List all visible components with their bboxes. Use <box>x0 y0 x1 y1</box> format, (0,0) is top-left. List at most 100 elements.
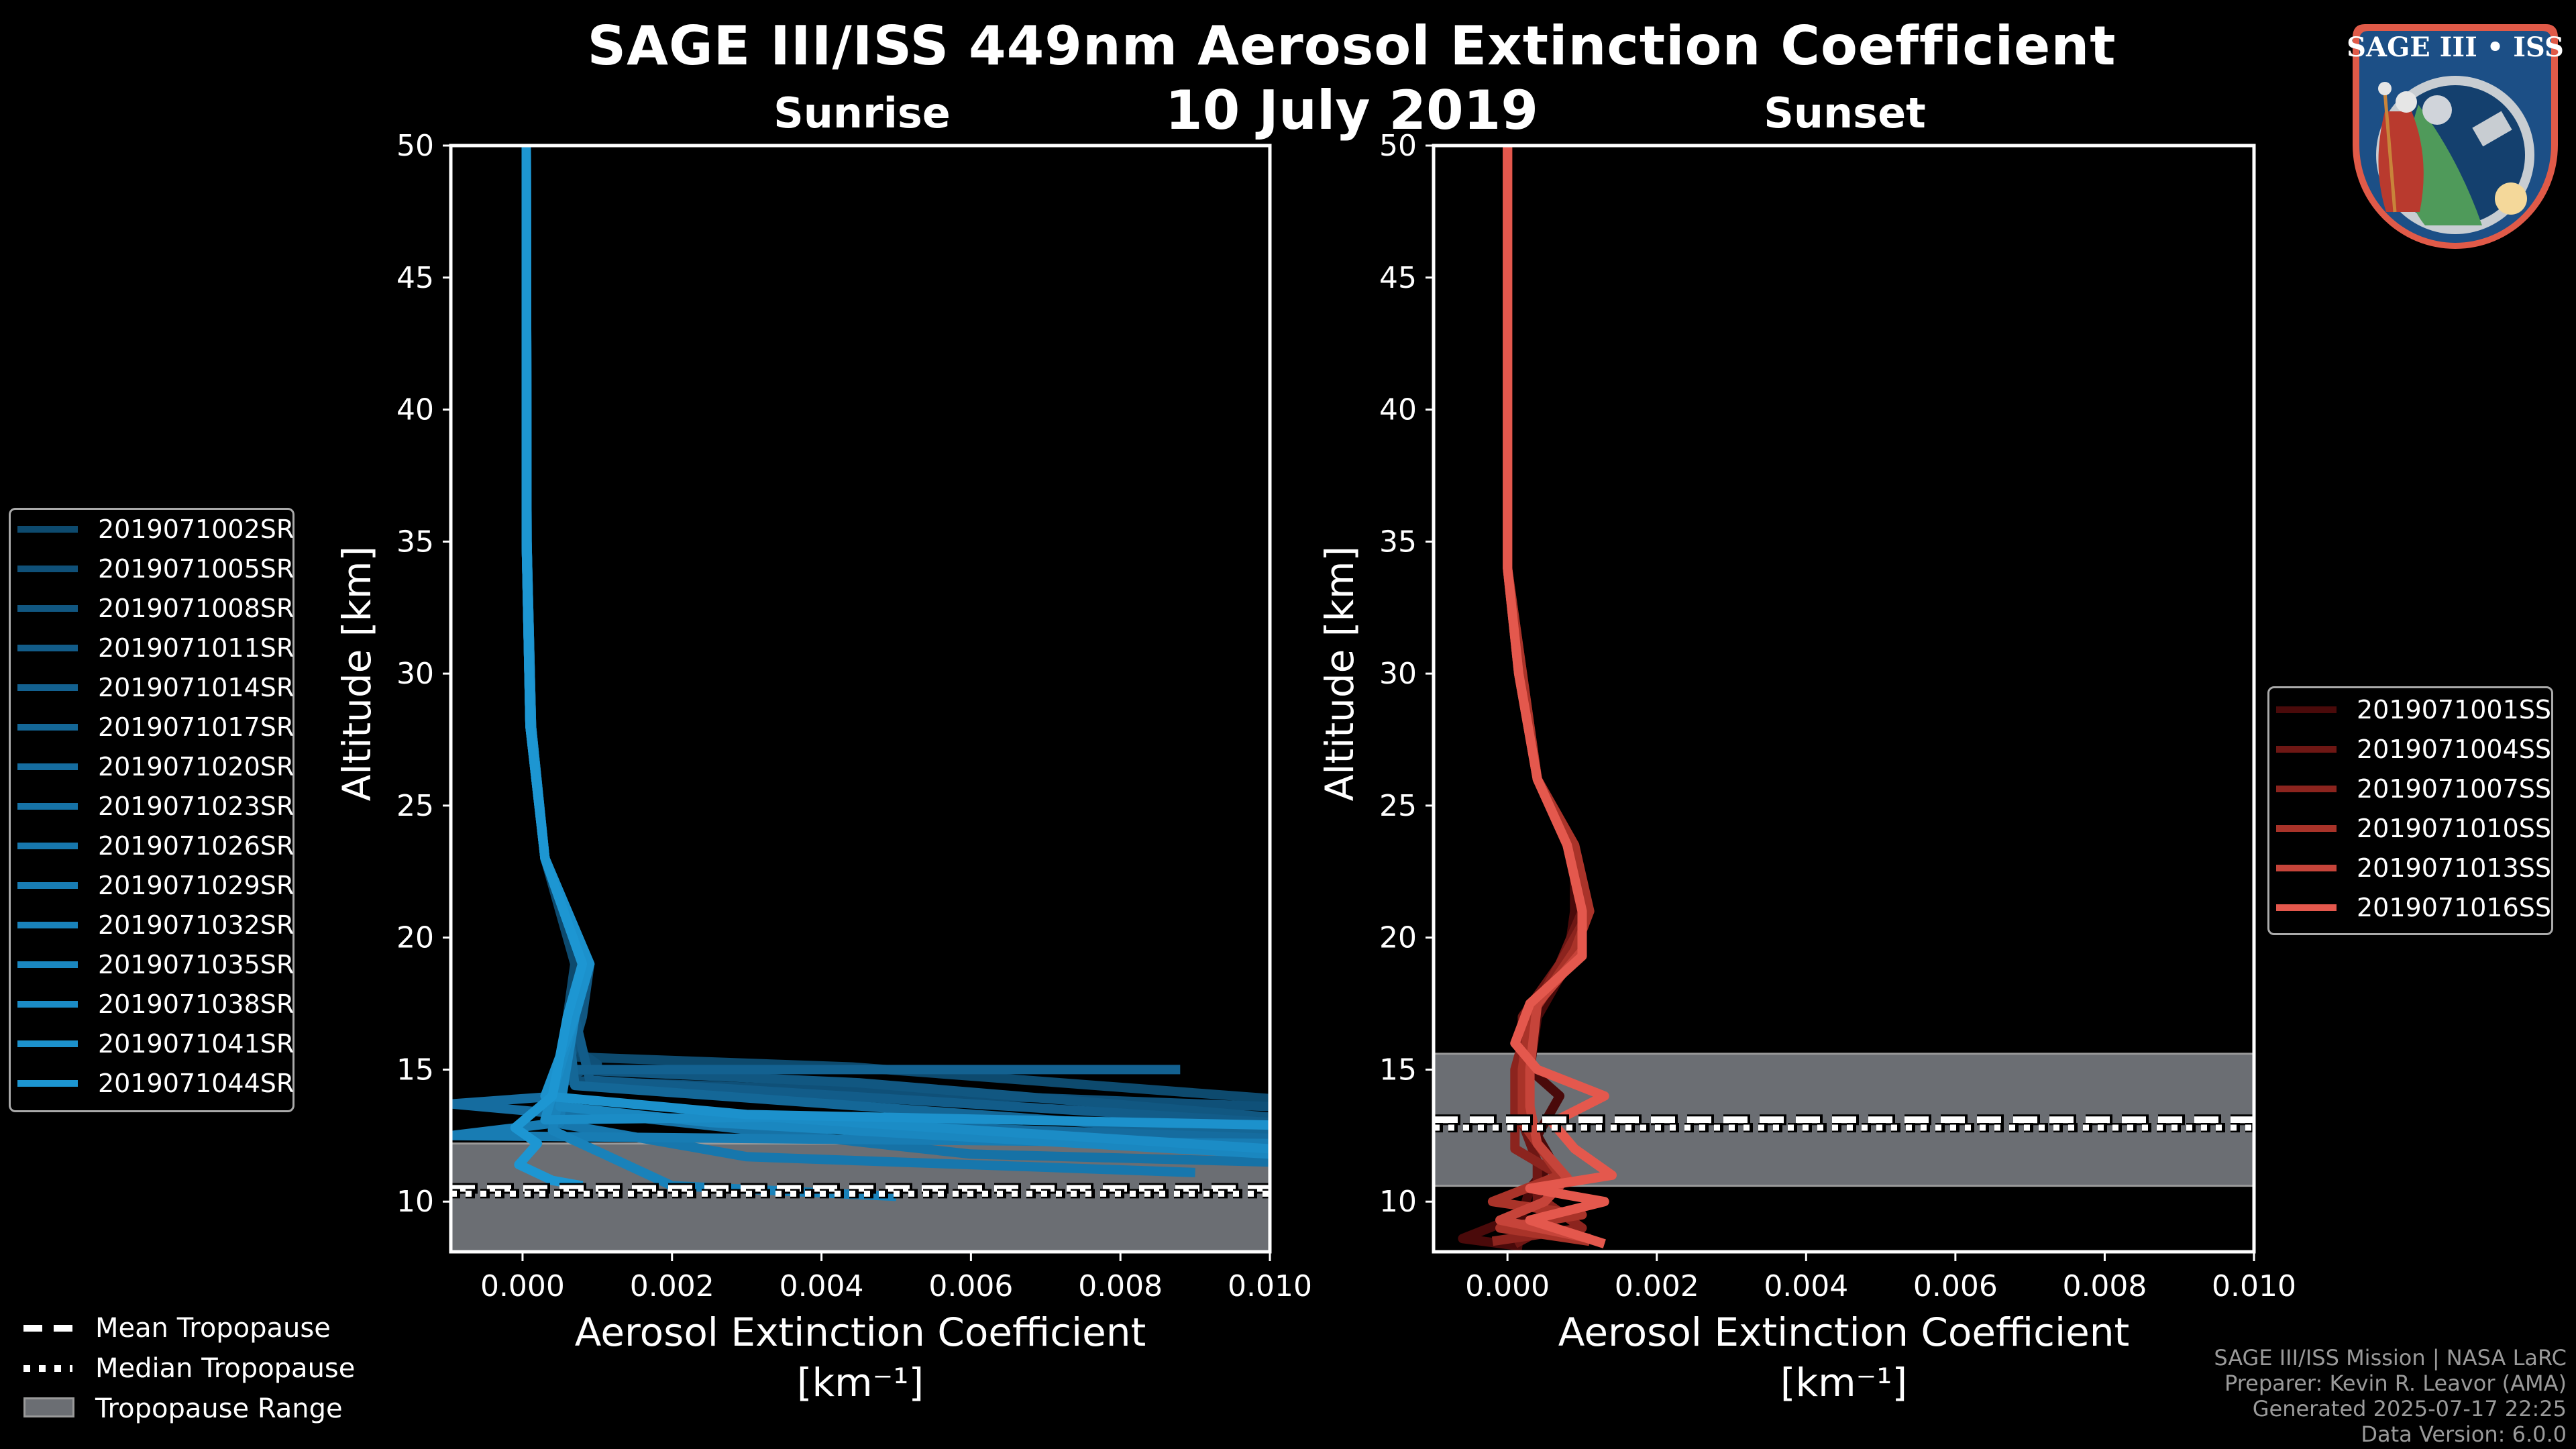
sunset-axes: 10 15 20 25 30 35 40 45 50 0.000 0.002 0.004 0.006 0.… <box>1317 129 2296 1405</box>
y-tick-label: 45 <box>396 261 434 295</box>
sunset-x-axis-units: [km⁻¹] <box>1780 1360 1907 1405</box>
gray-patch-icon <box>20 1397 74 1419</box>
legend-label: Tropopause Range <box>95 1393 343 1424</box>
x-tick-label: 0.008 <box>2062 1269 2147 1303</box>
y-tick-label: 10 <box>396 1185 434 1219</box>
legend-line-swatch <box>2276 904 2337 911</box>
profile-2019071023SR <box>521 146 1270 1167</box>
logo-title: SAGE III • ISS <box>2347 32 2564 63</box>
legend-item: 2019071032SR <box>11 908 294 942</box>
y-tick-label: 15 <box>396 1053 434 1087</box>
y-tick-label: 45 <box>1379 261 1417 295</box>
legend-line-swatch <box>17 526 78 533</box>
legend-item-median-tropopause: Median Tropopause <box>20 1348 355 1389</box>
sunset-x-axis-label: Aerosol Extinction Coefficient <box>1558 1309 2130 1355</box>
legend-item-tropopause-range: Tropopause Range <box>20 1389 355 1429</box>
legend-label: 2019071016SS <box>2357 893 2552 922</box>
legend-line-swatch <box>17 763 78 770</box>
x-tick-label: 0.000 <box>480 1269 565 1303</box>
sunrise-plot-area <box>451 146 1270 1252</box>
credit-generated: Generated 2025-07-17 22:25 <box>2252 1396 2567 1421</box>
profile-2019071005SR <box>521 146 1270 1112</box>
y-tick-label: 20 <box>396 921 434 955</box>
legend-item: 2019071010SS <box>2269 812 2551 845</box>
chart-title: SAGE III/ISS 449nm Aerosol Extinction Co… <box>587 15 2116 77</box>
legend-item: 2019071020SR <box>11 750 294 784</box>
sage-iii-iss-mission-patch-icon: SAGE III • ISS <box>2347 24 2564 249</box>
legend-item: 2019071004SS <box>2269 733 2551 766</box>
sunset-y-axis-label: Altitude [km] <box>1317 546 1362 801</box>
legend-label: 2019071023SR <box>98 792 294 821</box>
sunrise-y-axis-label: Altitude [km] <box>334 546 380 801</box>
profile-2019071002SR <box>521 146 1270 1104</box>
legend-item: 2019071026SR <box>11 829 294 863</box>
legend-item: 2019071001SS <box>2269 693 2551 727</box>
x-tick-label: 0.000 <box>1465 1269 1550 1303</box>
legend-line-swatch <box>2276 825 2337 832</box>
tropopause-legend: Mean Tropopause Median Tropopause Tropop… <box>20 1308 355 1429</box>
legend-label: 2019071011SR <box>98 633 294 663</box>
y-tick-label: 15 <box>1379 1053 1417 1087</box>
legend-item: 2019071008SR <box>11 592 294 625</box>
legend-item: 2019071017SR <box>11 710 294 744</box>
x-tick-label: 0.004 <box>1764 1269 1848 1303</box>
credits: SAGE III/ISS Mission | NASA LaRC Prepare… <box>2214 1345 2567 1447</box>
legend-label: 2019071007SS <box>2357 774 2552 804</box>
legend-line-swatch <box>17 1001 78 1008</box>
legend-line-swatch <box>17 566 78 572</box>
y-tick-label: 30 <box>1379 657 1417 691</box>
legend-item: 2019071013SS <box>2269 851 2551 885</box>
legend-item: 2019071044SR <box>11 1067 294 1100</box>
legend-label: 2019071014SR <box>98 673 294 702</box>
x-tick-label: 0.002 <box>630 1269 714 1303</box>
sunrise-panel-title: Sunrise <box>773 89 951 138</box>
y-tick-label: 35 <box>1379 525 1417 559</box>
sunrise-axes-frame <box>449 144 1272 1254</box>
legend-line-swatch <box>17 843 78 849</box>
legend-line-swatch <box>17 645 78 651</box>
x-tick-label: 0.008 <box>1078 1269 1163 1303</box>
y-tick-label: 10 <box>1379 1185 1417 1219</box>
legend-line-swatch <box>17 882 78 889</box>
y-tick-label: 35 <box>396 525 434 559</box>
legend-item: 2019071035SR <box>11 948 294 981</box>
dashed-line-icon <box>20 1318 74 1338</box>
sunset-panel-title: Sunset <box>1764 89 1926 138</box>
legend-item: 2019071038SR <box>11 987 294 1021</box>
legend-label: 2019071005SR <box>98 554 294 584</box>
y-tick-label: 25 <box>1379 789 1417 823</box>
legend-line-swatch <box>17 605 78 612</box>
legend-line-swatch <box>17 1040 78 1047</box>
legend-item: 2019071007SS <box>2269 772 2551 806</box>
legend-label: Median Tropopause <box>95 1353 356 1384</box>
legend-label: 2019071017SR <box>98 712 294 742</box>
profile-2019071008SR <box>521 146 1270 1122</box>
legend-label: 2019071026SR <box>98 831 294 861</box>
legend-label: 2019071035SR <box>98 950 294 979</box>
legend-line-swatch <box>17 684 78 691</box>
legend-label: 2019071010SS <box>2357 814 2552 843</box>
legend-item: 2019071011SR <box>11 631 294 665</box>
legend-item-mean-tropopause: Mean Tropopause <box>20 1308 355 1348</box>
legend-line-swatch <box>17 961 78 968</box>
y-tick-label: 20 <box>1379 921 1417 955</box>
legend-label: 2019071008SR <box>98 594 294 623</box>
y-tick-label: 40 <box>396 393 434 427</box>
legend-label: 2019071029SR <box>98 871 294 900</box>
profile-2019071011SR <box>521 146 1270 1128</box>
legend-item: 2019071041SR <box>11 1027 294 1061</box>
y-tick-label: 50 <box>1379 129 1417 163</box>
legend-label: 2019071038SR <box>98 989 294 1019</box>
sunrise-x-axis-label: Aerosol Extinction Coefficient <box>575 1309 1146 1355</box>
sunrise-legend: 2019071002SR 2019071005SR 2019071008SR 2019… <box>9 508 294 1112</box>
credit-mission: SAGE III/ISS Mission | NASA LaRC <box>2214 1345 2567 1371</box>
profile-2019071014SR <box>521 146 1181 1075</box>
credit-data-version: Data Version: 6.0.0 <box>2361 1421 2567 1447</box>
legend-item: 2019071002SR <box>11 513 294 546</box>
legend-label: 2019071001SS <box>2357 695 2552 724</box>
profile-2019071035SR <box>521 146 1270 1159</box>
x-tick-label: 0.010 <box>1228 1269 1312 1303</box>
x-tick-label: 0.006 <box>1913 1269 1998 1303</box>
legend-line-swatch <box>2276 746 2337 753</box>
